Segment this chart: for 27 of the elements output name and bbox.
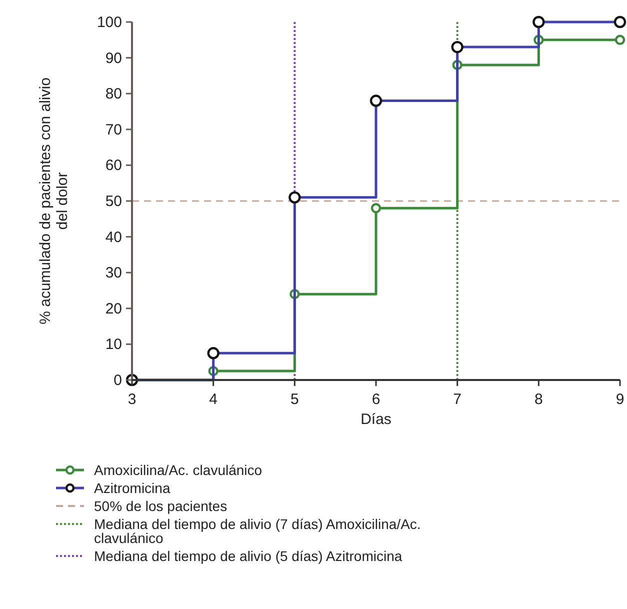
y-tick-label: 70 <box>105 121 122 138</box>
legend-label: Mediana del tiempo de alivio (7 días) Amoxicilina/Ac. clavulánico <box>94 516 421 546</box>
y-tick-label: 40 <box>105 228 122 246</box>
legend-label: Amoxicilina/Ac. clavulánico <box>94 462 262 478</box>
x-tick-label: 4 <box>209 391 218 408</box>
legend-label: Azitromicina <box>94 480 170 496</box>
point <box>370 203 382 214</box>
x-tick-label: 3 <box>128 391 136 408</box>
x-tick-label: 8 <box>534 391 543 408</box>
legend-label: 50% de los pacientes <box>94 498 228 514</box>
x-tick-label: 7 <box>453 391 462 408</box>
y-tick-label: 90 <box>105 50 122 67</box>
y-tick-label: 20 <box>105 300 122 318</box>
x-axis-title: Días <box>360 411 392 428</box>
point <box>614 34 626 45</box>
y-axis-title: % acumulado de pacientes con alivio del dolor <box>37 78 71 324</box>
y-tick-label: 60 <box>105 157 122 174</box>
y-tick-label: 0 <box>114 372 122 389</box>
y-tick-label: 80 <box>105 86 122 103</box>
x-tick-label: 9 <box>616 391 624 408</box>
y-tick-label: 50 <box>105 193 122 210</box>
y-tick-label: 30 <box>105 264 122 282</box>
x-tick-label: 6 <box>372 391 380 408</box>
y-tick-label: 100 <box>96 14 122 31</box>
legend-label: Mediana del tiempo de alivio (5 días) Azitromicina <box>94 548 402 564</box>
x-tick-label: 5 <box>290 391 299 408</box>
y-tick-label: 10 <box>105 336 122 354</box>
